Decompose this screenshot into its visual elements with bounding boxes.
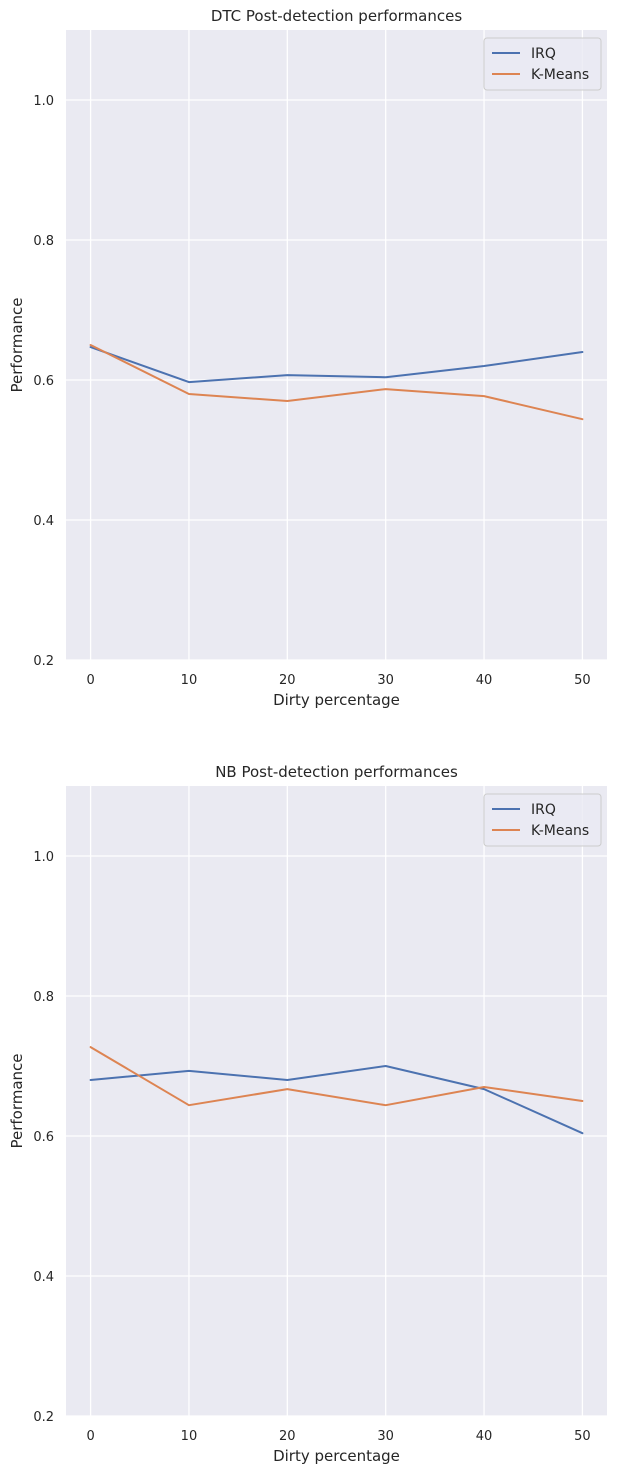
legend: IRQ K-Means <box>483 793 602 847</box>
x-tick-label: 10 <box>181 673 198 688</box>
x-tick-label: 0 <box>86 1429 94 1444</box>
legend: IRQ K-Means <box>483 37 602 91</box>
x-tick-label: 40 <box>476 673 493 688</box>
y-tick-label: 1.0 <box>33 94 54 109</box>
y-tick-label: 0.8 <box>33 990 54 1005</box>
legend-label: IRQ <box>531 46 556 62</box>
x-tick-label: 50 <box>574 673 591 688</box>
x-axis-label: Dirty percentage <box>273 1447 400 1465</box>
x-tick-label: 20 <box>279 673 296 688</box>
series-line-k-means <box>89 1046 584 1107</box>
chart-dtc: 0 10 20 30 40 50 0.2 0.4 0.6 0.8 1.0 DTC Post-detec… <box>8 7 607 709</box>
chart-title: DTC Post-detection performances <box>211 7 463 25</box>
y-tick-label: 0.4 <box>33 1270 54 1285</box>
y-tick-label: 0.6 <box>33 374 54 389</box>
x-axis-label: Dirty percentage <box>273 691 400 709</box>
series-line-k-means <box>89 344 584 421</box>
x-tick-label: 20 <box>279 1429 296 1444</box>
x-tick-label: 50 <box>574 1429 591 1444</box>
y-tick-label: 0.8 <box>33 234 54 249</box>
chart-nb: 0 10 20 30 40 50 0.2 0.4 0.6 0.8 1.0 NB Post-detect… <box>8 763 607 1465</box>
x-tick-label: 40 <box>476 1429 493 1444</box>
x-tick-label: 0 <box>86 673 94 688</box>
x-tick-label: 30 <box>377 1429 394 1444</box>
x-tick-label: 10 <box>181 1429 198 1444</box>
x-tick-label: 30 <box>377 673 394 688</box>
legend-label: IRQ <box>531 802 556 818</box>
axes-background <box>66 30 607 660</box>
y-tick-label: 0.2 <box>33 1410 54 1425</box>
y-tick-label: 0.4 <box>33 514 54 529</box>
series-line-irq <box>89 1065 584 1135</box>
legend-box <box>483 37 602 91</box>
y-axis-label: Performance <box>8 297 26 392</box>
y-tick-label: 1.0 <box>33 850 54 865</box>
y-tick-label: 0.6 <box>33 1130 54 1145</box>
legend-label: K-Means <box>531 823 589 839</box>
legend-label: K-Means <box>531 67 589 83</box>
chart-title: NB Post-detection performances <box>215 763 458 781</box>
legend-box <box>483 793 602 847</box>
series-line-irq <box>89 346 584 384</box>
axes-background <box>66 786 607 1416</box>
y-axis-label: Performance <box>8 1053 26 1148</box>
y-tick-label: 0.2 <box>33 654 54 669</box>
